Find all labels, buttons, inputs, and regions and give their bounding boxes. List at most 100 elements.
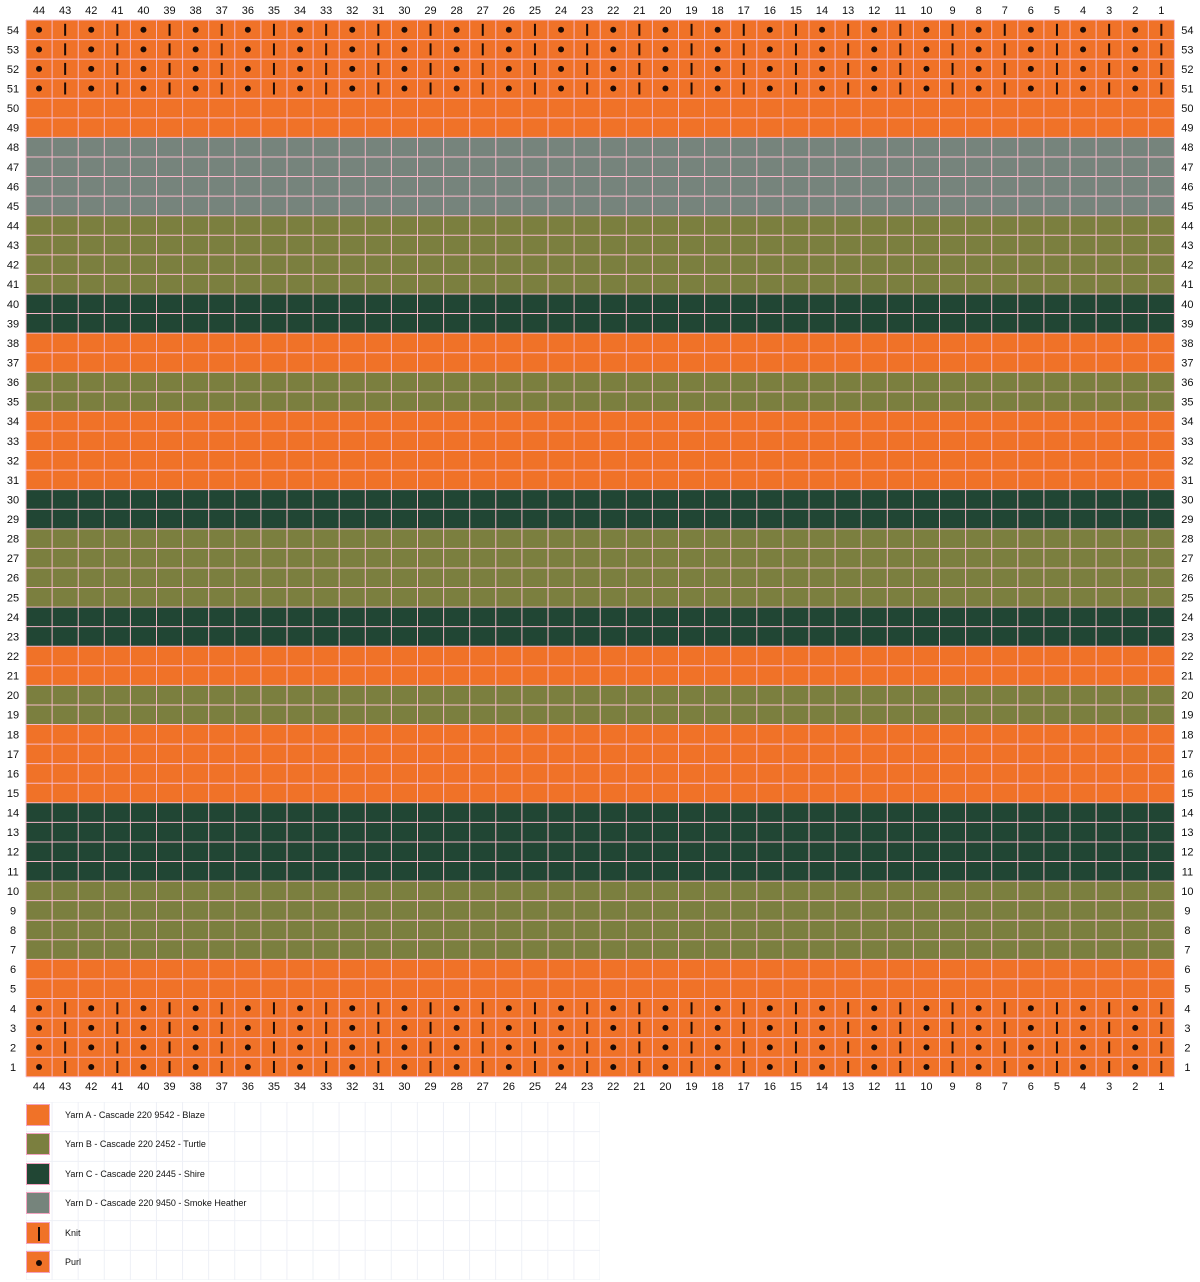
row-label-right: 43 <box>1181 240 1193 252</box>
purl-stitch-symbol <box>1080 1044 1087 1051</box>
purl-stitch-symbol <box>610 1044 617 1051</box>
purl-stitch-symbol <box>1132 1044 1139 1051</box>
purl-stitch-symbol <box>36 46 43 53</box>
purl-stitch-symbol <box>1080 1063 1087 1070</box>
column-label-top: 39 <box>163 5 175 17</box>
purl-stitch-symbol <box>1080 1024 1087 1031</box>
purl-stitch-symbol <box>401 85 408 92</box>
row-label-right: 15 <box>1181 788 1193 800</box>
column-label-bottom: 36 <box>242 1081 254 1093</box>
purl-stitch-symbol <box>714 85 721 92</box>
row-label-right: 6 <box>1184 964 1190 976</box>
row-label-left: 9 <box>10 905 16 917</box>
row-label-right: 25 <box>1181 592 1193 604</box>
row-label-left: 6 <box>10 964 16 976</box>
row-label-right: 53 <box>1181 44 1193 56</box>
column-label-bottom: 18 <box>712 1081 724 1093</box>
column-label-top: 19 <box>685 5 697 17</box>
purl-stitch-symbol <box>871 85 878 92</box>
column-label-bottom: 4 <box>1080 1081 1086 1093</box>
column-label-bottom: 13 <box>842 1081 854 1093</box>
column-label-bottom: 21 <box>633 1081 645 1093</box>
purl-stitch-symbol <box>766 85 773 92</box>
row-label-left: 44 <box>7 220 19 232</box>
purl-stitch-symbol <box>297 65 304 72</box>
column-label-bottom: 16 <box>764 1081 776 1093</box>
purl-stitch-symbol <box>36 26 43 33</box>
purl-stitch-symbol <box>923 1005 930 1012</box>
row-label-right: 42 <box>1181 260 1193 272</box>
column-label-bottom: 1 <box>1158 1081 1164 1093</box>
column-label-top: 40 <box>137 5 149 17</box>
purl-stitch-symbol <box>1027 26 1034 33</box>
legend-background-grid <box>26 1102 600 1280</box>
row-label-left: 21 <box>7 671 19 683</box>
row-label-left: 47 <box>7 162 19 174</box>
column-label-top: 23 <box>581 5 593 17</box>
row-label-left: 2 <box>10 1042 16 1054</box>
legend-item-yarn-d: Yarn D - Cascade 220 9450 - Smoke Heathe… <box>26 1192 246 1214</box>
purl-stitch-symbol <box>401 1063 408 1070</box>
purl-stitch-symbol <box>1132 85 1139 92</box>
purl-stitch-symbol <box>923 1044 930 1051</box>
purl-stitch-symbol <box>610 1005 617 1012</box>
row-label-left: 29 <box>7 514 19 526</box>
purl-stitch-symbol <box>766 1024 773 1031</box>
purl-stitch-symbol <box>1027 65 1034 72</box>
purl-stitch-symbol <box>871 65 878 72</box>
purl-stitch-symbol <box>505 26 512 33</box>
row-label-left: 39 <box>7 318 19 330</box>
row-label-right: 21 <box>1181 671 1193 683</box>
row-label-right: 34 <box>1181 416 1193 428</box>
purl-stitch-symbol <box>297 46 304 53</box>
column-label-bottom: 15 <box>790 1081 802 1093</box>
purl-stitch-symbol <box>558 26 565 33</box>
knitting-chart: 44 44 43 43 42 42 41 41 40 40 39 39 38 38 37 37 36 36 35 35… <box>7 5 1194 1093</box>
purl-stitch-symbol <box>401 65 408 72</box>
legend-swatch-purl <box>26 1251 50 1273</box>
purl-stitch-symbol <box>297 85 304 92</box>
row-label-left: 30 <box>7 494 19 506</box>
purl-stitch-symbol <box>662 1024 669 1031</box>
purl-stitch-symbol <box>453 65 460 72</box>
column-label-bottom: 2 <box>1132 1081 1138 1093</box>
purl-stitch-symbol <box>140 85 147 92</box>
column-label-bottom: 19 <box>685 1081 697 1093</box>
purl-stitch-symbol <box>192 1005 199 1012</box>
purl-stitch-symbol <box>714 1024 721 1031</box>
legend-item-purl: Purl <box>26 1251 81 1273</box>
row-label-right: 9 <box>1184 905 1190 917</box>
purl-stitch-symbol <box>1132 1024 1139 1031</box>
row-label-right: 33 <box>1181 436 1193 448</box>
purl-stitch-symbol <box>140 1005 147 1012</box>
purl-stitch-symbol <box>401 1005 408 1012</box>
row-label-right: 22 <box>1181 651 1193 663</box>
purl-stitch-symbol <box>1027 1005 1034 1012</box>
row-label-left: 43 <box>7 240 19 252</box>
purl-stitch-symbol <box>36 85 43 92</box>
column-label-bottom: 7 <box>1002 1081 1008 1093</box>
row-label-right: 52 <box>1181 64 1193 76</box>
row-label-left: 14 <box>7 808 19 820</box>
purl-stitch-symbol <box>453 1005 460 1012</box>
purl-stitch-symbol <box>36 1005 43 1012</box>
row-label-right: 27 <box>1181 553 1193 565</box>
purl-stitch-symbol <box>244 85 251 92</box>
row-label-left: 28 <box>7 534 19 546</box>
column-label-bottom: 29 <box>424 1081 436 1093</box>
knit-symbol-icon <box>38 1227 40 1241</box>
row-label-right: 4 <box>1184 1003 1190 1015</box>
column-label-top: 9 <box>949 5 955 17</box>
purl-stitch-symbol <box>192 65 199 72</box>
column-label-bottom: 43 <box>59 1081 71 1093</box>
purl-stitch-symbol <box>766 46 773 53</box>
purl-stitch-symbol <box>923 26 930 33</box>
row-label-right: 7 <box>1184 945 1190 957</box>
purl-stitch-symbol <box>349 26 356 33</box>
purl-stitch-symbol <box>1132 46 1139 53</box>
column-label-bottom: 31 <box>372 1081 384 1093</box>
purl-stitch-symbol <box>453 46 460 53</box>
row-label-left: 26 <box>7 573 19 585</box>
purl-stitch-symbol <box>36 1044 43 1051</box>
column-label-top: 11 <box>895 5 906 17</box>
